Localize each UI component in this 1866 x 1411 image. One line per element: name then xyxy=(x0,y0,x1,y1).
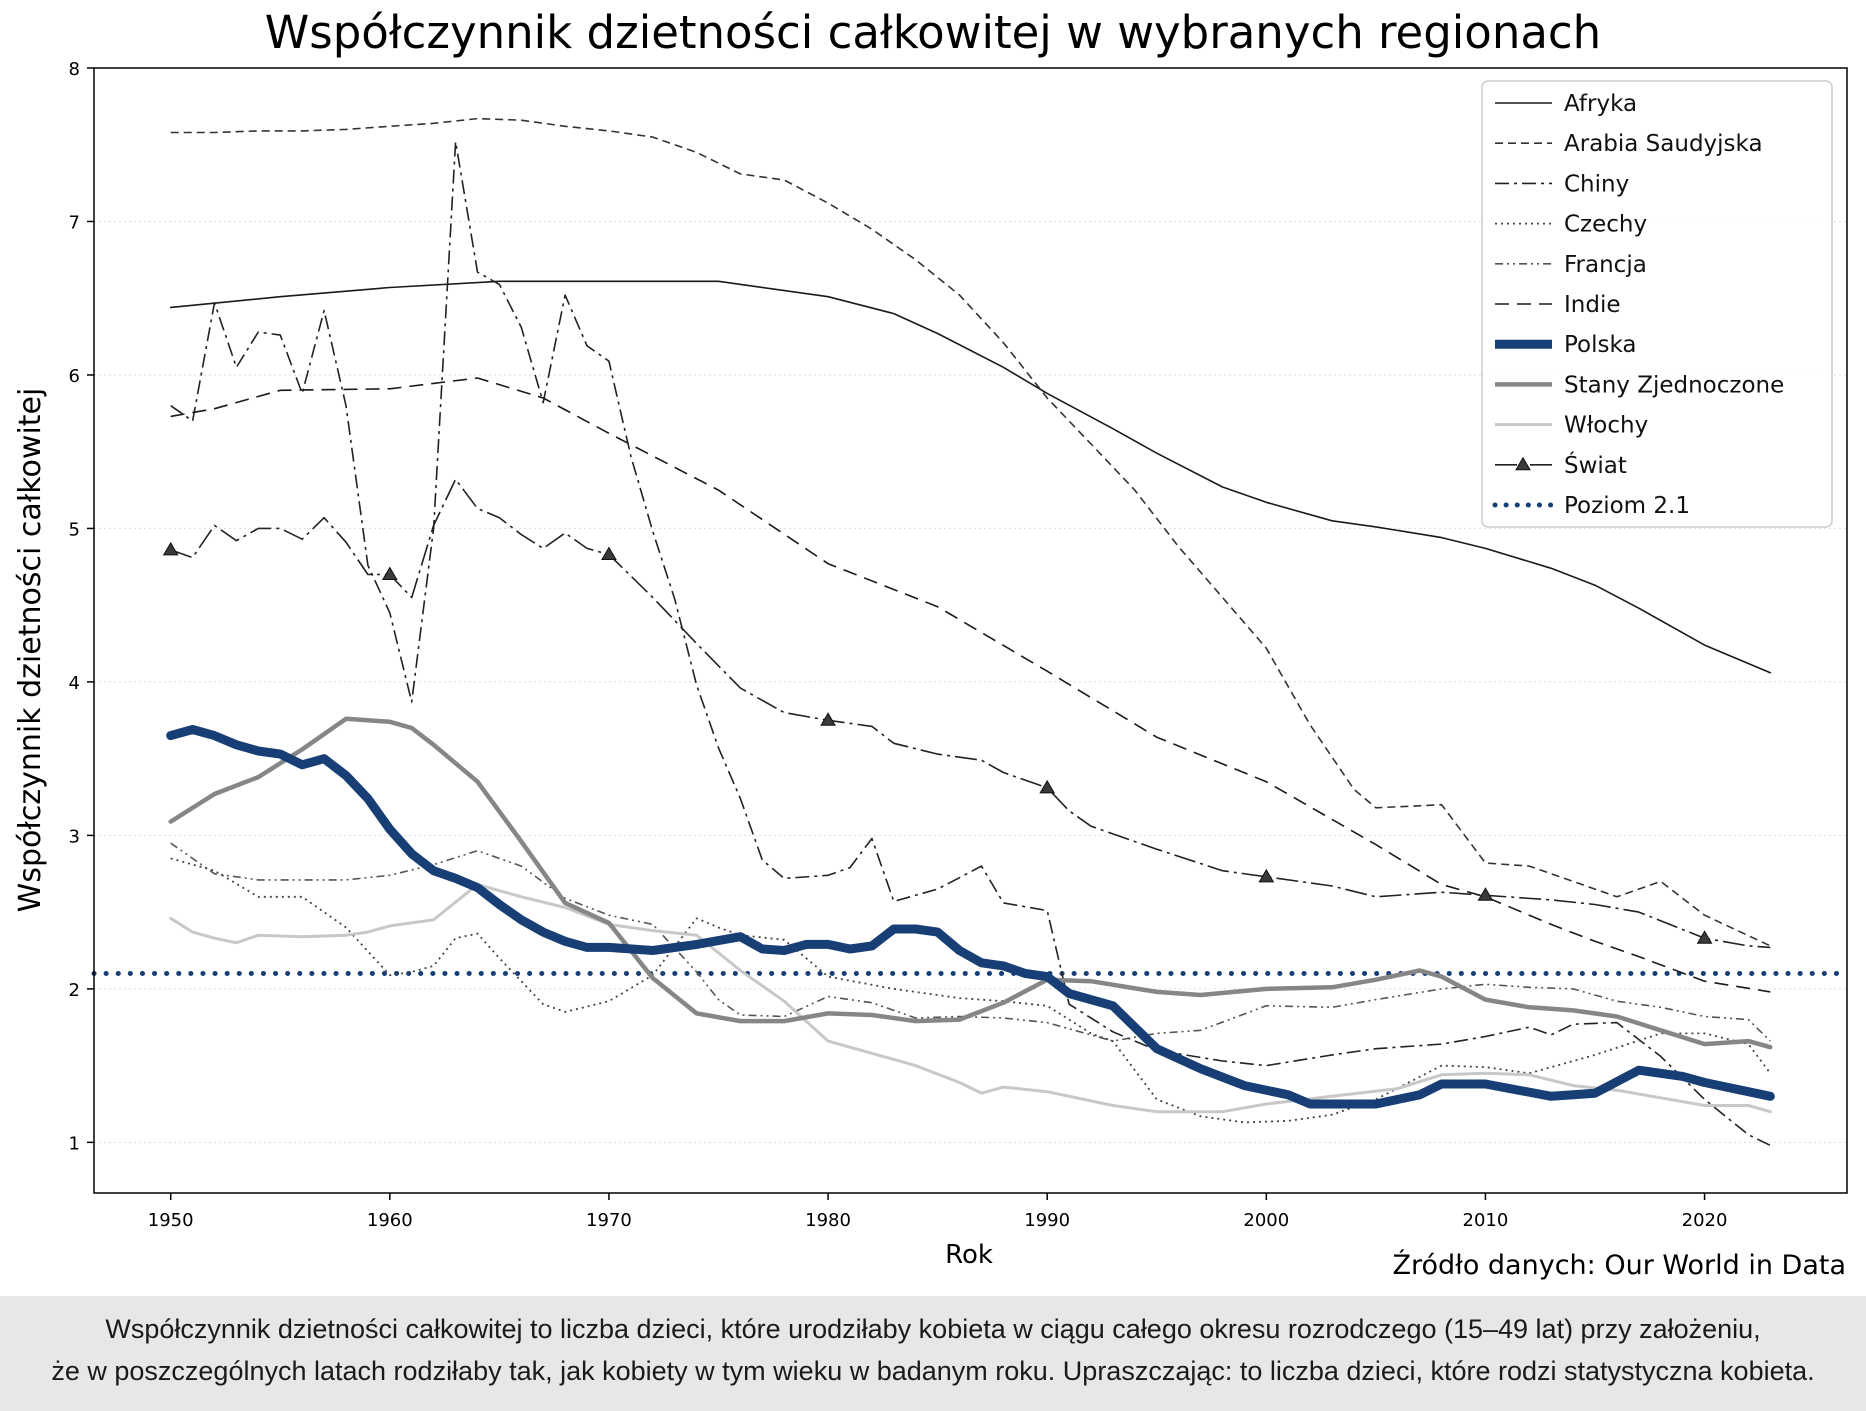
x-tick-label: 2020 xyxy=(1682,1210,1728,1231)
y-tick-label: 7 xyxy=(69,212,80,233)
x-axis-label: Rok xyxy=(945,1240,993,1270)
footer-line-2: że w poszczególnych latach rodziłaby tak… xyxy=(51,1356,1815,1386)
x-tick-label: 2010 xyxy=(1463,1210,1509,1231)
legend-item-chiny: Chiny xyxy=(1495,171,1629,197)
legend-item-arabia-saudyjska: Arabia Saudyjska xyxy=(1495,131,1763,157)
legend-item-afryka: Afryka xyxy=(1495,91,1637,117)
footer-line-1: Współczynnik dzietności całkowitej to li… xyxy=(105,1314,1761,1344)
y-tick-label: 6 xyxy=(69,366,80,387)
series-line-swiat xyxy=(170,478,1771,949)
y-tick-label: 4 xyxy=(69,673,80,694)
legend-label: Świat xyxy=(1564,451,1627,479)
legend-label: Francja xyxy=(1564,252,1647,278)
series-line-polska xyxy=(166,725,1775,1109)
x-tick-label: 1960 xyxy=(367,1210,413,1231)
y-axis-label: Współczynnik dzietności całkowitej xyxy=(13,388,48,913)
legend-label: Arabia Saudyjska xyxy=(1564,131,1763,157)
legend-label: Indie xyxy=(1564,292,1621,318)
plot-frame xyxy=(93,67,1848,1194)
legend-label: Polska xyxy=(1564,332,1637,358)
world-marker xyxy=(381,566,398,580)
y-tick-label: 3 xyxy=(69,826,80,847)
series-line-stany-zjednoczone xyxy=(168,716,1773,1050)
legend-label: Stany Zjednoczone xyxy=(1564,372,1784,398)
series-line-wlochy xyxy=(169,883,1772,1114)
series-layer xyxy=(162,117,1775,1147)
legend: Afryka Arabia Saudyjska Chiny Czechy Francja… xyxy=(1481,80,1833,528)
series-line-francja xyxy=(170,842,1771,1042)
y-tick-label: 8 xyxy=(69,59,80,80)
x-tick-label: 1970 xyxy=(586,1210,632,1231)
source-note: Źródło danych: Our World in Data xyxy=(1392,1250,1846,1281)
y-tick-label: 2 xyxy=(69,980,80,1001)
legend-label: Afryka xyxy=(1564,91,1637,117)
legend-box xyxy=(1481,80,1833,528)
series-line-afryka xyxy=(169,280,1772,674)
world-marker xyxy=(820,712,836,726)
legend-item-stany-zjednoczone: Stany Zjednoczone xyxy=(1495,372,1784,398)
legend-item-polska: Polska xyxy=(1495,332,1637,358)
legend-label: Włochy xyxy=(1564,413,1648,439)
chart-title: Współczynnik dzietności całkowitej w wyb… xyxy=(264,6,1602,59)
world-marker xyxy=(601,546,617,561)
legend-item-wlochy: Włochy xyxy=(1495,413,1648,439)
x-tick-label: 1990 xyxy=(1024,1210,1070,1231)
axis-layer: 1 2 3 4 5 6 7 8 1950 1960 1970 1980 1990 2000 2010 2020 xyxy=(69,59,1728,1231)
legend-label: Czechy xyxy=(1564,212,1647,238)
legend-label: Chiny xyxy=(1564,171,1629,197)
world-marker xyxy=(162,541,179,556)
legend-item-poziom-2-1: Poziom 2.1 xyxy=(1492,493,1690,519)
legend-item-indie: Indie xyxy=(1495,292,1621,318)
world-marker xyxy=(1258,868,1275,883)
y-tick-label: 1 xyxy=(69,1133,80,1154)
world-marker xyxy=(1696,930,1713,944)
x-tick-label: 1950 xyxy=(148,1210,194,1231)
world-marker xyxy=(1039,779,1056,794)
world-marker xyxy=(1477,887,1494,901)
x-tick-label: 1980 xyxy=(805,1210,851,1231)
legend-item-swiat: Świat xyxy=(1495,451,1627,479)
x-tick-label: 2000 xyxy=(1243,1210,1289,1231)
legend-item-czechy: Czechy xyxy=(1495,212,1647,238)
series-line-arabia-saudyjska xyxy=(170,117,1771,947)
footer-caption: Współczynnik dzietności całkowitej to li… xyxy=(0,1296,1866,1411)
legend-item-francja: Francja xyxy=(1495,252,1647,278)
chart-svg: 1 2 3 4 5 6 7 8 1950 1960 1970 1980 1990 2000 2010 2020… xyxy=(13,59,1850,1270)
y-tick-label: 5 xyxy=(69,519,80,540)
series-line-indie xyxy=(170,377,1771,993)
legend-label: Poziom 2.1 xyxy=(1564,493,1690,519)
legend-marker xyxy=(1515,456,1531,471)
series-line-chiny xyxy=(170,140,1771,1147)
